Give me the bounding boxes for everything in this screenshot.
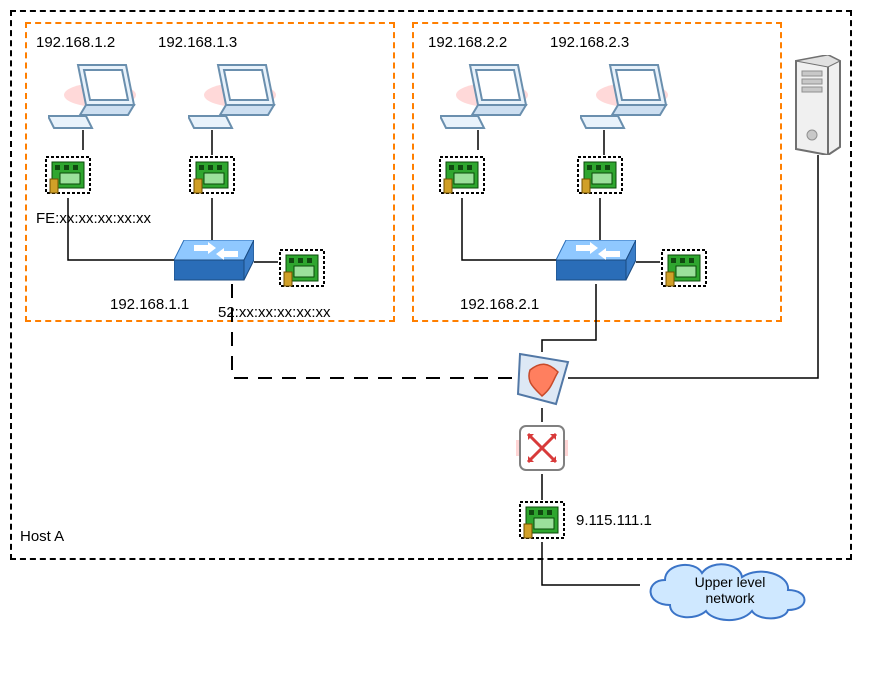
router-icon (516, 422, 568, 474)
nic-icon (188, 155, 236, 197)
nic-icon (576, 155, 624, 197)
cloud-icon: Upper level network (640, 555, 820, 630)
mac-label: 52:xx:xx:xx:xx:xx (218, 304, 331, 321)
switch-icon (174, 240, 254, 284)
nic-icon (438, 155, 486, 197)
firewall-icon (516, 352, 568, 408)
cloud-text-1: Upper level (695, 574, 766, 590)
server-icon (792, 55, 844, 155)
computer-icon (580, 60, 650, 130)
gateway-label: 192.168.2.1 (460, 296, 539, 313)
nic-icon (44, 155, 92, 197)
computer-icon (48, 60, 118, 130)
computer-icon (188, 60, 258, 130)
ip-label: 9.115.111.1 (576, 512, 652, 529)
cloud-text-2: network (705, 590, 755, 606)
gateway-label: 192.168.1.1 (110, 296, 189, 313)
computer-icon (440, 60, 510, 130)
nic-icon (278, 248, 326, 290)
mac-label: FE:xx:xx:xx:xx:xx (36, 210, 151, 227)
switch-icon (556, 240, 636, 284)
nic-icon (518, 500, 566, 542)
nic-icon (660, 248, 708, 290)
